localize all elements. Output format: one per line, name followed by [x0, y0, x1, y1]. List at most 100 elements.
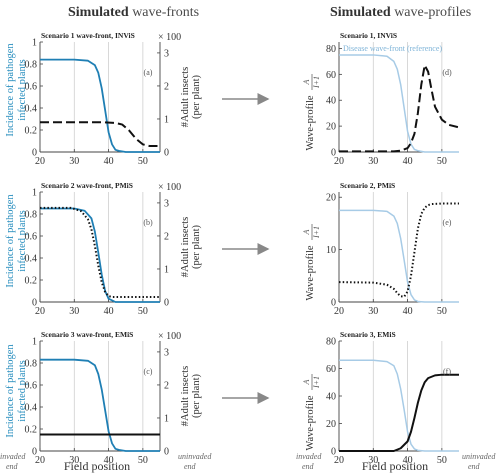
left-ylabel-3a: Incidence of pathogen: [5, 344, 16, 438]
insects-ylabel-1b: (per plant): [191, 74, 202, 119]
front3-ytick-label-0.4: 0.4: [25, 403, 38, 414]
front3-title: Scenario 3 wave-front, EMiS: [41, 330, 133, 339]
front3-ytick-label-1: 1: [32, 337, 37, 348]
front3-y2tick-label-1: 1: [164, 413, 169, 424]
profile1-ytick-label-20: 20: [326, 122, 336, 133]
insects-ylabel-3b: (per plant): [191, 373, 202, 418]
profile3-xtick-label-20: 20: [334, 455, 344, 466]
profile3-xtick-label-50: 50: [437, 455, 447, 466]
front3-xtick-label-50: 50: [138, 455, 148, 466]
front2-ytick-label-0.4: 0.4: [25, 254, 38, 265]
front3-y2tick-label-0: 0: [164, 447, 169, 458]
multiplier-3: × 100: [158, 331, 181, 342]
front1-panel: 20 30 40 50 0 0.2 0.4 0.6 0.8 1 0 1 2 3 Scenario 1 wav…: [25, 31, 170, 167]
profile-ylabel-2: Wave-profile: [305, 245, 316, 300]
right-uninvaded-end: end: [468, 462, 481, 471]
profile2-xtick-label-40: 40: [403, 306, 413, 317]
profile1-title: Scenario 1, INViS: [340, 31, 397, 40]
front1-y2tick-label-0: 0: [164, 148, 169, 159]
multiplier-2: × 100: [158, 182, 181, 193]
profile-ylabels: Wave-profile A I+1 Wave-profile A I+1 Wa…: [302, 74, 321, 451]
insects-ylabel-3a: #Adult insects: [180, 366, 191, 426]
front2-ytick-label-0.6: 0.6: [25, 232, 38, 243]
profile2-series-reference: [339, 209, 459, 303]
front3-xtick-label-40: 40: [104, 455, 114, 466]
right-ylabels: #Adult insects (per plant) #Adult insect…: [180, 67, 202, 426]
front1-ytick-label-1: 1: [32, 38, 37, 49]
front1-ytick-label-0.4: 0.4: [25, 104, 38, 115]
profile3-ytick-label-80: 80: [326, 337, 336, 348]
profile-ratio-den-3: I+1: [312, 376, 321, 389]
front2-series-insects: [40, 206, 160, 299]
front2-y2tick-label-2: 2: [164, 231, 169, 242]
profile3-series-profile: [339, 373, 459, 452]
profile-ylabel-3: Wave-profile: [305, 395, 316, 450]
profile3-ytick-label-20: 20: [326, 419, 336, 430]
profile3-title: Scenario 3, EMiS: [340, 330, 396, 339]
front1-xtick-label-40: 40: [104, 156, 114, 167]
left-ylabel-1b: infected plants: [17, 59, 28, 121]
front2-y2tick-label-3: 3: [164, 198, 169, 209]
profile-ratio-den-2: I+1: [312, 226, 321, 239]
front2-xtick-label-40: 40: [104, 306, 114, 317]
front2-title: Scenario 2 wave-front, PMiS: [41, 181, 133, 190]
front2-ytick-label-0.2: 0.2: [25, 276, 38, 287]
profile1-panel-label: (d): [442, 68, 452, 77]
front2-panel: 20 30 40 50 0 0.2 0.4 0.6 0.8 1 0 1 2 3 Scenario 2 wav…: [25, 181, 170, 317]
profile2-ytick-label-20: 20: [326, 193, 336, 204]
right-invaded-label: invaded: [296, 452, 322, 461]
profile3-series-reference: [339, 359, 459, 452]
left-column-title: Simulated wave-fronts: [68, 5, 199, 20]
profile2-title: Scenario 2, PMiS: [340, 181, 395, 190]
front2-ytick-label-0: 0: [32, 298, 37, 309]
front1-y2tick-label-2: 2: [164, 81, 169, 92]
profile2-series-profile: [338, 202, 459, 298]
left-uninvaded-label: uninvaded: [178, 452, 212, 461]
profile2-panel-label: (e): [443, 218, 452, 227]
front2-xtick-label-30: 30: [69, 306, 79, 317]
right-invaded-end: end: [302, 462, 315, 471]
profile3-ytick-label-40: 40: [326, 392, 336, 403]
profile3-panel-label: (f): [443, 367, 451, 376]
profile1-ytick-label-40: 40: [326, 96, 336, 107]
front3-y2tick-label-2: 2: [164, 380, 169, 391]
profile2-ytick-label-10: 10: [326, 245, 336, 256]
profile3-xtick-label-30: 30: [368, 455, 378, 466]
front1-ytick-label-0: 0: [32, 148, 37, 159]
profile-ratio-num-1: A: [302, 79, 311, 85]
profile-ylabel-1: Wave-profile: [305, 95, 316, 150]
front3-ytick-label-0.2: 0.2: [25, 425, 38, 436]
left-uninvaded-end: end: [184, 462, 197, 471]
profile3-xtick-label-40: 40: [403, 455, 413, 466]
profile-ratio-num-3: A: [302, 379, 311, 385]
left-invaded-end: end: [6, 462, 19, 471]
insects-ylabel-2a: #Adult insects: [180, 217, 191, 277]
profile1-ytick-label-60: 60: [326, 70, 336, 81]
front2-ytick-label-1: 1: [32, 188, 37, 199]
front2-series-disease: [40, 207, 160, 303]
front3-y2tick-label-3: 3: [164, 347, 169, 358]
front1-series-insects: [40, 121, 160, 148]
front1-title: Scenario 1 wave-front, INViS: [41, 31, 135, 40]
front2-y2tick-label-1: 1: [164, 264, 169, 275]
profile2-panel: 20 30 40 50 0 10 20 Scenario 2, PMiS (e): [326, 181, 459, 317]
profile1-ytick-label-0: 0: [331, 148, 336, 159]
front3-panel-label: (c): [144, 367, 153, 376]
front1-xtick-label-30: 30: [69, 156, 79, 167]
profile-ratio-den-1: I+1: [312, 76, 321, 89]
profile2-xtick-label-30: 30: [368, 306, 378, 317]
front3-ytick-label-0: 0: [32, 447, 37, 458]
front2-ytick-label-0.8: 0.8: [25, 210, 38, 221]
insects-ylabel-1a: #Adult insects: [180, 67, 191, 127]
left-ylabels: Incidence of pathogen infected plants In…: [5, 43, 28, 438]
profile-ratio-num-2: A: [302, 229, 311, 235]
front3-xtick-label-30: 30: [69, 455, 79, 466]
front3-ytick-label-0.6: 0.6: [25, 381, 38, 392]
multiplier-1: × 100: [158, 32, 181, 43]
front1-series-disease: [40, 58, 160, 153]
profile1-xtick-label-50: 50: [437, 156, 447, 167]
right-column-title: Simulated wave-profiles: [330, 5, 471, 20]
